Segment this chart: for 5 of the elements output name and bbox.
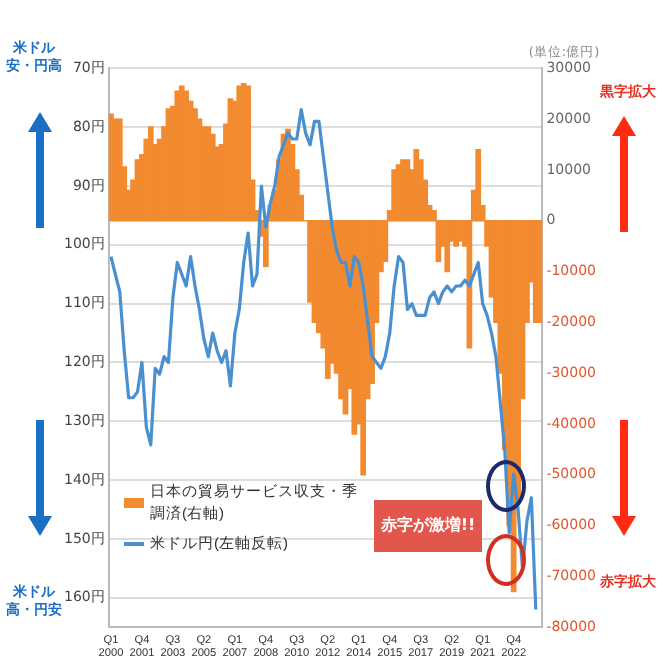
bar bbox=[475, 149, 482, 222]
bar bbox=[444, 220, 451, 273]
annotation: 赤字が激増!! bbox=[374, 500, 482, 552]
bar bbox=[245, 85, 251, 222]
bar bbox=[537, 220, 543, 324]
